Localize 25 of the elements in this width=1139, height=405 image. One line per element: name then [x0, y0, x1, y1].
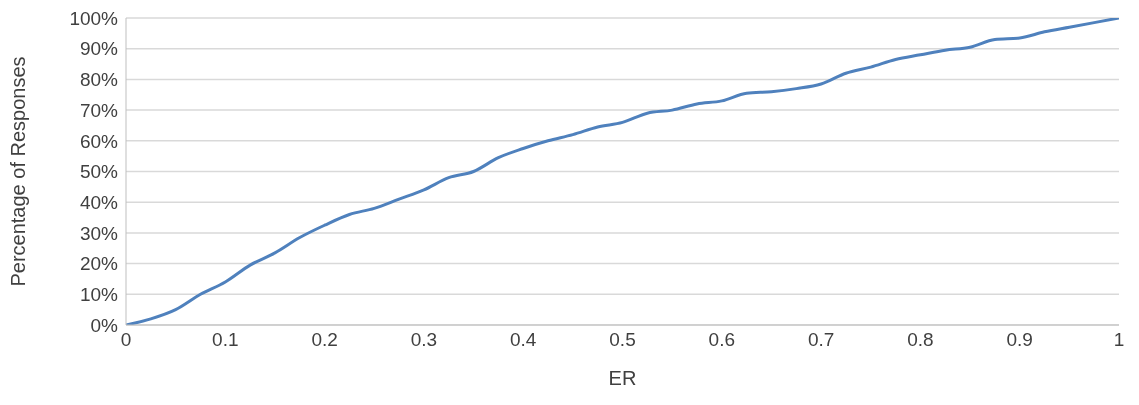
x-tick-label: 1 [1113, 329, 1125, 351]
x-axis-title: ER [608, 367, 637, 389]
y-tick-label: 90% [79, 38, 119, 60]
y-tick-label: 80% [79, 69, 119, 91]
y-tick-label: 30% [79, 222, 119, 244]
line-series [126, 18, 1119, 325]
x-tick-label: 0 [120, 329, 132, 351]
y-tick-label: 10% [79, 284, 119, 306]
y-tick-label: 70% [79, 99, 119, 121]
x-tick-label: 0.8 [907, 329, 934, 351]
x-tick-label: 0.9 [1006, 329, 1033, 351]
y-tick-label: 0% [90, 314, 119, 336]
y-tick-label: 60% [79, 130, 119, 152]
y-tick-label: 50% [79, 161, 119, 183]
x-tick-label: 0.2 [311, 329, 338, 351]
y-tick-label: 40% [79, 191, 119, 213]
x-tick-label: 0.5 [609, 329, 636, 351]
x-tick-label: 0.1 [212, 329, 239, 351]
x-tick-label: 0.7 [807, 329, 835, 351]
y-axis-title: Percentage of Responses [7, 56, 30, 287]
x-tick-label: 0.6 [708, 329, 736, 351]
y-tick-label: 20% [79, 253, 119, 275]
y-tick-label: 100% [69, 7, 119, 29]
x-tick-label: 0.3 [410, 329, 438, 351]
x-tick-label: 0.4 [509, 329, 537, 351]
